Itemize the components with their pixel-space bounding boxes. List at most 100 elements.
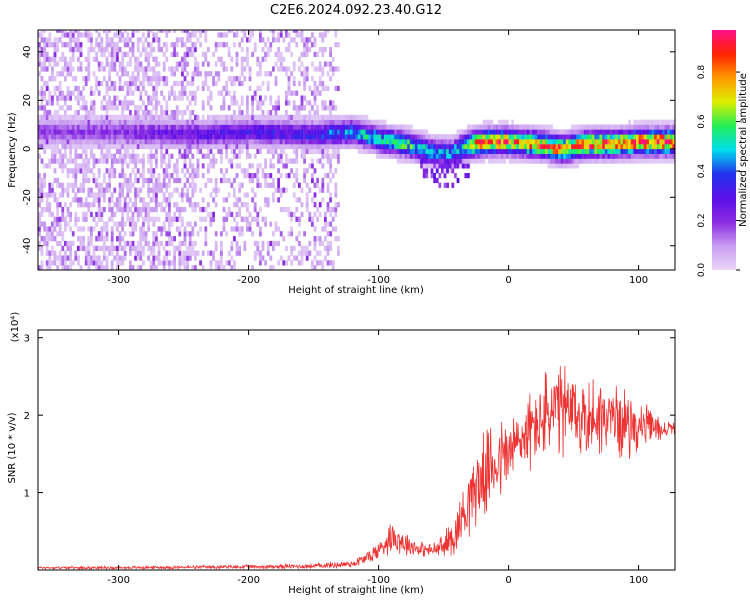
heatmap-cell	[134, 110, 137, 116]
heatmap-cell	[295, 168, 299, 174]
heatmap-cell	[56, 37, 59, 43]
heatmap-cell	[259, 114, 262, 120]
heatmap-cell	[175, 95, 179, 101]
heatmap-cell	[589, 143, 592, 150]
heatmap-cell	[155, 255, 158, 261]
heatmap-cell	[170, 143, 174, 150]
heatmap-cell	[285, 134, 288, 140]
heatmap-cell	[103, 153, 106, 159]
y-tick-label: -40	[22, 238, 33, 254]
heatmap-cell	[183, 119, 187, 125]
heatmap-cell	[482, 124, 486, 130]
heatmap-cell	[69, 148, 72, 154]
heatmap-cell	[376, 143, 379, 150]
heatmap-cell	[298, 216, 301, 222]
heatmap-cell	[87, 56, 91, 62]
heatmap-cell	[381, 129, 384, 135]
heatmap-cell	[110, 47, 114, 53]
heatmap-cell	[74, 30, 78, 33]
heatmap-cell	[282, 134, 286, 140]
heatmap-cell	[207, 47, 210, 53]
heatmap-cell	[303, 42, 306, 48]
heatmap-cell	[118, 148, 122, 154]
heatmap-cell	[129, 216, 132, 222]
heatmap-cell	[139, 95, 143, 101]
heatmap-cell	[303, 114, 306, 120]
heatmap-cell	[56, 240, 59, 247]
heatmap-cell	[300, 143, 304, 150]
heatmap-cell	[69, 255, 72, 261]
heatmap-cell	[373, 143, 377, 150]
heatmap-cell	[204, 129, 208, 135]
heatmap-cell	[118, 197, 122, 203]
y-tick-label: -20	[22, 189, 33, 205]
heatmap-cell	[110, 153, 114, 159]
heatmap-cell	[524, 143, 527, 150]
heatmap-cell	[547, 124, 551, 130]
heatmap-cell	[539, 134, 543, 140]
heatmap-cell	[573, 129, 577, 135]
heatmap-cell	[123, 66, 127, 72]
heatmap-cell	[220, 231, 223, 237]
heatmap-cell	[110, 61, 114, 67]
heatmap-cell	[131, 168, 135, 174]
heatmap-cell	[506, 139, 509, 145]
heatmap-cell	[519, 129, 522, 135]
heatmap-cell	[103, 143, 106, 150]
heatmap-cell	[274, 76, 278, 82]
heatmap-cell	[584, 153, 587, 159]
heatmap-cell	[318, 202, 322, 208]
heatmap-cell	[168, 139, 171, 145]
heatmap-cell	[165, 110, 169, 116]
heatmap-cell	[207, 119, 210, 125]
heatmap-cell	[386, 134, 390, 140]
heatmap-cell	[183, 226, 187, 232]
heatmap-cell	[503, 139, 507, 145]
heatmap-cell	[97, 129, 101, 135]
heatmap-cell	[152, 32, 156, 38]
heatmap-cell	[646, 119, 650, 125]
heatmap-cell	[435, 163, 439, 169]
heatmap-cell	[303, 134, 306, 140]
heatmap-cell	[599, 153, 603, 159]
heatmap-cell	[48, 95, 52, 101]
heatmap-cell	[620, 134, 624, 140]
heatmap-cell	[147, 95, 150, 101]
heatmap-cell	[560, 153, 564, 159]
heatmap-cell	[370, 143, 374, 150]
heatmap-cell	[58, 192, 62, 198]
heatmap-cell	[48, 158, 52, 164]
heatmap-cell	[238, 226, 241, 232]
heatmap-cell	[303, 119, 306, 125]
heatmap-cell	[222, 129, 226, 135]
heatmap-cell	[183, 148, 187, 154]
heatmap-cell	[170, 110, 174, 116]
heatmap-cell	[43, 221, 46, 227]
heatmap-cell	[121, 163, 124, 169]
heatmap-cell	[108, 173, 111, 179]
heatmap-cell	[298, 105, 301, 111]
heatmap-cell	[204, 143, 208, 150]
heatmap-cell	[217, 114, 221, 120]
heatmap-cell	[565, 163, 569, 169]
heatmap-cell	[526, 143, 530, 150]
heatmap-cell	[357, 129, 361, 135]
heatmap-cell	[147, 124, 150, 130]
heatmap-cell	[420, 143, 423, 150]
heatmap-cell	[378, 129, 382, 135]
heatmap-cell	[170, 192, 174, 198]
heatmap-cell	[300, 255, 304, 261]
heatmap-cell	[48, 202, 52, 208]
heatmap-cell	[87, 134, 91, 140]
heatmap-cell	[563, 143, 566, 150]
heatmap-cell	[480, 134, 483, 140]
heatmap-cell	[71, 90, 75, 96]
heatmap-cell	[40, 32, 44, 38]
heatmap-cell	[240, 114, 244, 120]
heatmap-cell	[290, 71, 293, 77]
heatmap-cell	[290, 216, 293, 222]
heatmap-cell	[214, 192, 218, 198]
heatmap-cell	[220, 134, 223, 140]
heatmap-cell	[43, 143, 46, 150]
